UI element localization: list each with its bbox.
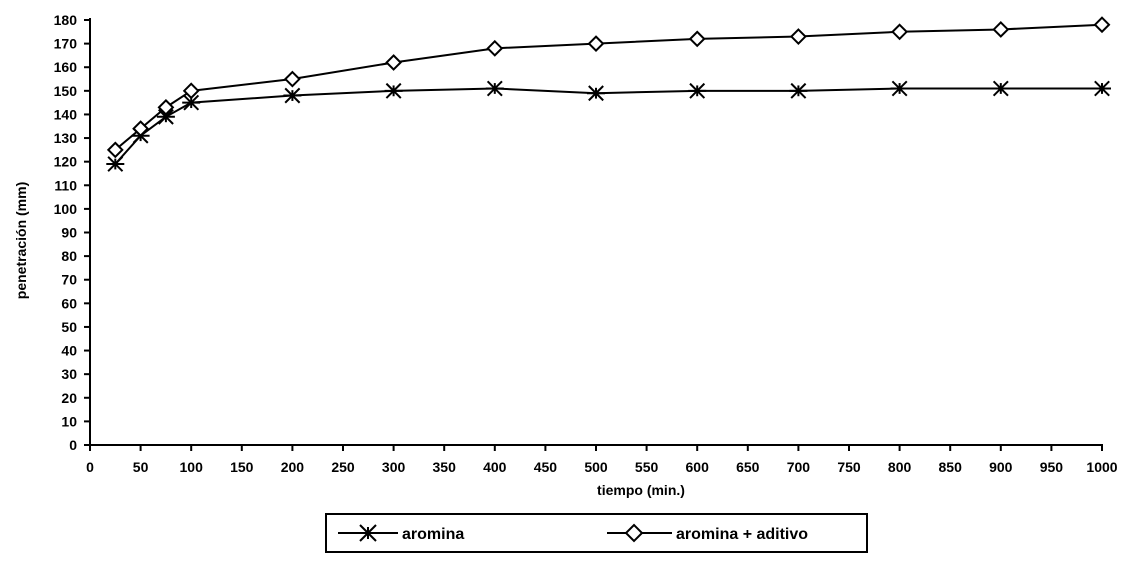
y-tick-label: 140	[54, 106, 78, 122]
series-aromina	[106, 80, 1111, 172]
diamond-marker	[283, 70, 301, 88]
x-axis-title: tiempo (min.)	[597, 482, 685, 498]
series-line	[114, 87, 1102, 165]
x-tick-label: 150	[230, 459, 254, 475]
legend: aromina aromina + aditivo	[325, 513, 868, 553]
diamond-marker	[486, 39, 504, 57]
diamond-marker	[891, 23, 909, 41]
y-axis-ticks: 0 10 20 30 40 50 60 70 80 90 100 110 120 130 140 150 160…	[54, 12, 90, 453]
x-tick-label: 250	[331, 459, 355, 475]
series-line	[114, 23, 1103, 151]
y-tick-label: 170	[54, 36, 78, 52]
x-tick-label: 300	[382, 459, 406, 475]
asterisk-marker	[358, 524, 378, 542]
series-aromina-aditivo	[106, 16, 1111, 159]
x-tick-label: 450	[534, 459, 558, 475]
diamond-marker	[106, 141, 124, 159]
x-tick-label: 650	[736, 459, 760, 475]
y-tick-label: 80	[61, 248, 77, 264]
asterisk-marker	[890, 80, 909, 97]
legend-box	[325, 513, 868, 553]
asterisk-marker	[991, 80, 1010, 97]
asterisk-marker	[1093, 80, 1111, 97]
y-tick-label: 20	[61, 390, 77, 406]
asterisk-marker	[106, 156, 125, 172]
diamond-marker	[789, 28, 807, 45]
y-tick-label: 70	[61, 272, 77, 288]
x-tick-label: 1000	[1086, 459, 1117, 475]
asterisk-marker	[789, 82, 808, 99]
asterisk-marker	[485, 80, 504, 97]
legend-label-aromina: aromina	[402, 526, 464, 543]
x-tick-label: 800	[888, 459, 912, 475]
x-tick-label: 850	[939, 459, 963, 475]
y-tick-label: 120	[54, 154, 78, 170]
asterisk-marker	[384, 82, 403, 99]
y-tick-label: 110	[54, 177, 77, 193]
legend-label-aromina-aditivo: aromina + aditivo	[676, 526, 808, 543]
y-tick-label: 40	[61, 343, 77, 359]
x-tick-label: 350	[433, 459, 457, 475]
asterisk-marker	[283, 87, 302, 104]
asterisk-marker	[587, 85, 605, 102]
x-tick-label: 500	[584, 459, 608, 475]
diamond-marker	[1093, 16, 1111, 34]
x-tick-label: 100	[180, 459, 204, 475]
y-tick-label: 100	[54, 201, 78, 217]
y-tick-label: 90	[61, 225, 77, 241]
series-layer	[106, 16, 1111, 172]
y-tick-label: 0	[69, 437, 77, 453]
y-tick-label: 150	[54, 83, 78, 99]
x-tick-label: 0	[86, 459, 94, 475]
y-tick-label: 160	[54, 59, 78, 75]
y-tick-label: 30	[61, 366, 77, 382]
y-tick-label: 10	[61, 413, 77, 429]
y-tick-label: 50	[61, 319, 77, 335]
x-tick-label: 50	[133, 459, 149, 475]
diamond-marker-icon	[624, 523, 644, 543]
y-tick-label: 130	[54, 130, 78, 146]
diamond-marker	[992, 21, 1010, 38]
diamond-marker	[624, 523, 644, 543]
y-tick-label: 60	[61, 295, 77, 311]
y-tick-label: 180	[54, 12, 78, 28]
diamond-marker	[688, 30, 706, 48]
asterisk-marker	[688, 82, 707, 99]
x-tick-label: 950	[1040, 459, 1064, 475]
x-axis-ticks: 0 50 100 150 200 250 300 350 400 450 500 550 600 650 7…	[86, 445, 1118, 475]
x-tick-label: 550	[635, 459, 659, 475]
legend-item-aromina: aromina	[338, 524, 464, 543]
diamond-marker	[132, 120, 150, 138]
x-tick-label: 200	[281, 459, 305, 475]
diamond-marker	[385, 54, 403, 71]
x-tick-label: 700	[787, 459, 811, 475]
y-axis-title: penetración (mm)	[13, 182, 29, 299]
legend-item-aromina-aditivo: aromina + aditivo	[607, 523, 808, 543]
x-tick-label: 900	[989, 459, 1013, 475]
x-tick-label: 750	[837, 459, 861, 475]
diamond-marker	[587, 35, 605, 53]
diamond-marker	[182, 82, 200, 100]
x-tick-label: 600	[686, 459, 710, 475]
asterisk-marker-icon	[358, 524, 378, 542]
diamond-marker	[157, 98, 175, 116]
x-tick-label: 400	[483, 459, 507, 475]
